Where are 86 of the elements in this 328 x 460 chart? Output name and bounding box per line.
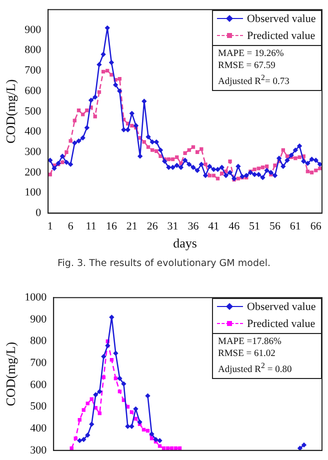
y-tick-label: 900 <box>24 24 42 36</box>
point <box>70 446 74 450</box>
point <box>174 446 178 450</box>
annotation: Adjusted R$^{2}$= 0.73 <box>218 72 290 88</box>
point <box>137 419 142 425</box>
y-tick-label: 400 <box>24 126 42 138</box>
point <box>85 432 90 438</box>
point <box>157 438 162 444</box>
point <box>74 436 78 440</box>
point <box>162 446 166 450</box>
point <box>89 422 94 427</box>
point <box>118 390 122 394</box>
point <box>142 428 146 432</box>
y-tick-label: 700 <box>24 64 42 77</box>
y-tick-label: 500 <box>24 105 42 118</box>
x-tick-label: 1 <box>47 220 53 233</box>
point <box>117 376 122 381</box>
point <box>93 392 98 398</box>
legend-label: Observed value <box>247 301 316 314</box>
x-tick-label: 61 <box>290 220 301 233</box>
x-tick-label: 66 <box>310 220 322 233</box>
point <box>130 410 134 414</box>
point <box>82 408 86 412</box>
point <box>146 428 150 433</box>
point <box>158 444 162 448</box>
y-tick-label: 800 <box>30 335 48 348</box>
point <box>125 424 130 429</box>
y-tick-label: 200 <box>24 166 42 178</box>
annotation: RMSE = 67.59 <box>218 60 276 72</box>
y-tick-label: 300 <box>30 444 48 456</box>
x-tick-label: 56 <box>269 220 281 233</box>
y-tick-label: 300 <box>24 146 42 158</box>
x-tick-label: 6 <box>68 220 74 233</box>
y-tick-label: 0 <box>36 207 42 220</box>
y-tick-label: 500 <box>30 400 48 413</box>
annotation: MAPE = 19.26% <box>218 48 285 60</box>
y-tick-label: 900 <box>30 313 48 326</box>
y-axis-title: COD(mg/L) <box>3 79 18 144</box>
point <box>105 343 110 348</box>
x-axis-title: days <box>173 236 197 251</box>
point <box>153 436 158 442</box>
point <box>81 436 86 442</box>
point <box>129 424 134 429</box>
point <box>90 397 94 401</box>
x-tick-label: 11 <box>86 220 96 233</box>
point <box>170 446 174 450</box>
x-tick-label: 21 <box>126 220 138 233</box>
point <box>297 446 303 450</box>
point <box>97 388 102 394</box>
x-tick-label: 16 <box>106 220 118 233</box>
text: Fig. 3. The results of evolutionary GM model. <box>56 258 272 269</box>
y-tick-label: 800 <box>24 44 42 56</box>
x-tick-label: 26 <box>146 220 158 233</box>
y-tick-label: 700 <box>30 356 48 369</box>
annotation: Adjusted R$^{2}$ = 0.80 <box>218 360 293 376</box>
point <box>121 381 126 386</box>
point <box>98 411 102 416</box>
y-tick-label: 600 <box>30 378 48 391</box>
x-tick-label: 41 <box>208 220 220 233</box>
point <box>110 358 114 362</box>
y-axis-title: COD(mg/L) <box>3 342 18 406</box>
x-tick-label: 46 <box>228 220 240 233</box>
point <box>178 446 182 450</box>
point <box>113 350 118 356</box>
point <box>102 375 106 380</box>
point <box>109 314 114 320</box>
x-tick-label: 31 <box>167 220 178 233</box>
point <box>78 418 82 422</box>
point <box>166 446 170 450</box>
y-tick-label: 1000 <box>24 291 48 304</box>
x-tick-label: 36 <box>188 220 200 233</box>
annotation: MAPE =17.86% <box>218 336 282 348</box>
point <box>77 438 82 444</box>
legend-label: Predicted value <box>247 30 316 42</box>
legend-label: Predicted value <box>247 318 316 330</box>
point <box>86 402 90 406</box>
x-tick-label: 51 <box>249 220 260 233</box>
y-tick-label: 100 <box>24 186 42 199</box>
y-tick-label: 400 <box>30 422 48 434</box>
point <box>301 442 307 448</box>
annotation: RMSE = 61.02 <box>218 348 276 360</box>
y-tick-label: 600 <box>24 84 42 97</box>
point <box>149 431 154 437</box>
legend-label: Observed value <box>247 13 316 26</box>
point <box>101 354 106 360</box>
point <box>145 393 150 398</box>
